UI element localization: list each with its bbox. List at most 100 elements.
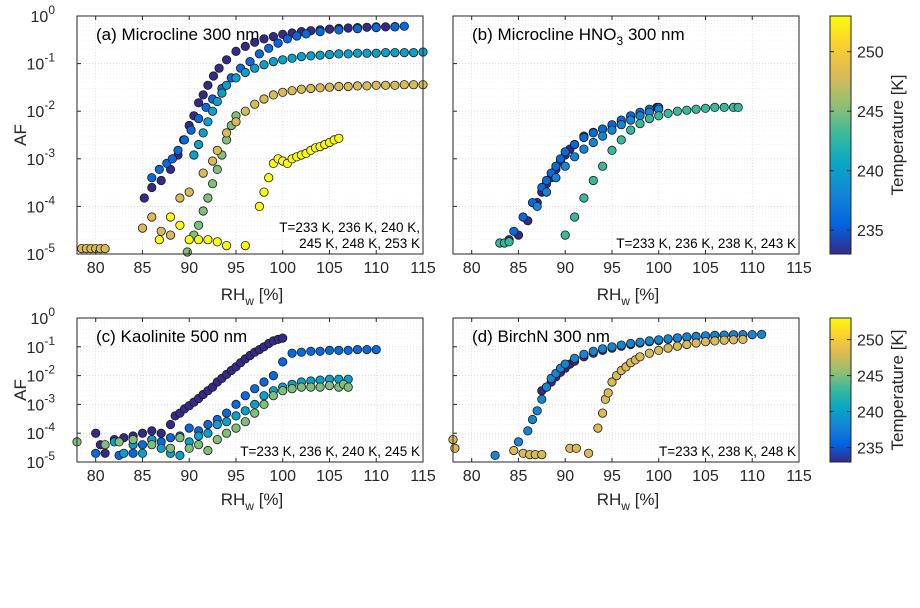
- point-c-T236-14: [240, 391, 250, 401]
- point-d-T238-21: [663, 334, 673, 344]
- point-b-T243-9: [616, 135, 626, 145]
- point-d-T248-11: [597, 408, 608, 418]
- point-a-T236-24: [390, 22, 400, 32]
- point-a-T240-16: [306, 51, 316, 61]
- point-c-T233-8: [156, 428, 166, 438]
- xlabel-c-unit: [%]: [259, 490, 284, 509]
- x-tick-label-0: 80: [463, 260, 481, 277]
- point-b-T236-11: [588, 128, 598, 138]
- point-a-T233-26: [343, 23, 353, 33]
- point-d-T248-14: [607, 377, 617, 387]
- point-a-T233-24: [324, 24, 335, 34]
- x-tick-label-1: 85: [510, 260, 528, 277]
- axes-frame-c: [76, 317, 424, 463]
- point-a-T240-11: [259, 60, 269, 70]
- markers-b: [495, 102, 743, 248]
- point-d-T248-24: [672, 341, 683, 351]
- point-d-T238-12: [579, 349, 589, 359]
- point-c-T233-2: [100, 448, 110, 458]
- point-d-T238-0: [490, 450, 500, 460]
- point-d-T238-19: [644, 336, 655, 346]
- point-d-T248-25: [682, 339, 692, 350]
- point-b-T238-3: [560, 161, 570, 171]
- point-d-T248-22: [654, 345, 664, 355]
- x-ticks-b: 80 85 90 95 100 105 110 115: [463, 16, 812, 277]
- point-d-T238-23: [682, 332, 692, 342]
- point-c-T236-21: [306, 346, 316, 356]
- xlabel-d-sub: w: [620, 499, 630, 513]
- y-ticks-a: 10-5 10-4 10-3 10-2 10-1 100: [27, 3, 81, 264]
- grid-d: [453, 318, 800, 463]
- point-a-T245-4: [203, 193, 213, 203]
- point-a-T233-9: [198, 90, 208, 100]
- point-c-T245-1: [100, 440, 110, 450]
- point-b-T243-2: [504, 237, 514, 247]
- point-b-T238-9: [616, 120, 626, 130]
- point-c-T245-19: [296, 382, 306, 392]
- point-a-T248-27: [334, 81, 344, 92]
- point-a-T233-0: [139, 193, 149, 203]
- x-tick-label-2: 90: [556, 468, 574, 485]
- xlabel-d-main: RH: [597, 490, 622, 509]
- x-ticks-c: 80 85 90 95 100 105 110 115: [87, 318, 436, 485]
- point-a-T248-10: [175, 193, 185, 203]
- colorbar-tick-label-2: 245: [857, 369, 884, 386]
- point-a-T240-7: [222, 80, 232, 90]
- point-c-T236-23: [324, 345, 335, 355]
- xlabel-c: RHw [%]: [221, 490, 284, 513]
- markers-c: [72, 333, 381, 460]
- y-tick-label-0: 10-5: [27, 241, 56, 264]
- point-a-T240-8: [231, 73, 241, 83]
- panel-d: (d) BirchN 300 nm T=233 K, 238 K, 248 K …: [448, 317, 812, 513]
- xlabel-b-unit: [%]: [635, 285, 660, 304]
- point-a-T236-23: [371, 23, 381, 33]
- colorbar-tick-label-1: 240: [857, 405, 884, 422]
- annotation-a-line2: 245 K, 248 K, 253 K: [299, 236, 420, 251]
- point-a-T240-25: [390, 47, 400, 58]
- point-a-T240-18: [324, 49, 335, 60]
- point-a-T236-7: [194, 114, 204, 124]
- x-tick-label-5: 105: [316, 468, 343, 485]
- point-a-T236-25: [399, 21, 409, 31]
- xlabel-a-unit: [%]: [259, 285, 284, 304]
- colorbar-tick-label-3: 250: [857, 45, 884, 62]
- point-a-T233-13: [222, 55, 232, 65]
- point-d-T238-20: [654, 335, 664, 345]
- point-a-T240-17: [315, 50, 325, 60]
- point-a-T248-6: [137, 223, 148, 233]
- y-tick-exp-2: -3: [44, 146, 55, 160]
- point-b-T243-16: [682, 105, 692, 115]
- point-d-T238-31: [756, 329, 767, 339]
- xlabel-d: RHw [%]: [597, 490, 660, 513]
- colorbar-bottom-gradient: [829, 317, 852, 463]
- point-a-T248-23: [296, 84, 306, 94]
- point-d-T238-14: [597, 344, 608, 354]
- x-tick-label-1: 85: [134, 468, 152, 485]
- markers-a: [77, 21, 428, 257]
- x-tick-label-6: 110: [363, 468, 389, 485]
- x-tick-label-4: 100: [645, 260, 672, 277]
- point-a-T240-26: [399, 47, 409, 58]
- point-a-T233-15: [240, 41, 250, 52]
- axes-frame-a: [76, 15, 424, 255]
- point-b-T238-0: [532, 201, 542, 211]
- point-b-T238-2: [551, 173, 561, 183]
- point-b-T238-11: [635, 111, 645, 121]
- y-tick-exp-2: -3: [44, 391, 55, 405]
- point-c-T245-10: [212, 434, 222, 445]
- point-a-T253-5: [203, 235, 213, 245]
- colorbar-top-label: Temperature [K]: [888, 75, 907, 196]
- point-a-T236-14: [254, 49, 264, 59]
- point-a-T253-6: [212, 237, 222, 247]
- point-a-T240-9: [240, 67, 250, 78]
- panel-a: (a) Microcline 300 nm T=233 K, 236 K, 24…: [11, 3, 436, 308]
- annotation-d: T=233 K, 238 K, 248 K: [659, 444, 796, 459]
- y-tick-exp-3: -2: [44, 363, 55, 377]
- point-c-T245-9: [203, 445, 213, 456]
- point-d-T248-31: [738, 334, 748, 344]
- point-c-T245-25: [343, 382, 353, 392]
- y-tick-label-5: 100: [31, 3, 56, 26]
- point-b-T243-18: [700, 103, 711, 113]
- axes-frame-b: [452, 15, 800, 255]
- point-a-T233-28: [362, 22, 372, 32]
